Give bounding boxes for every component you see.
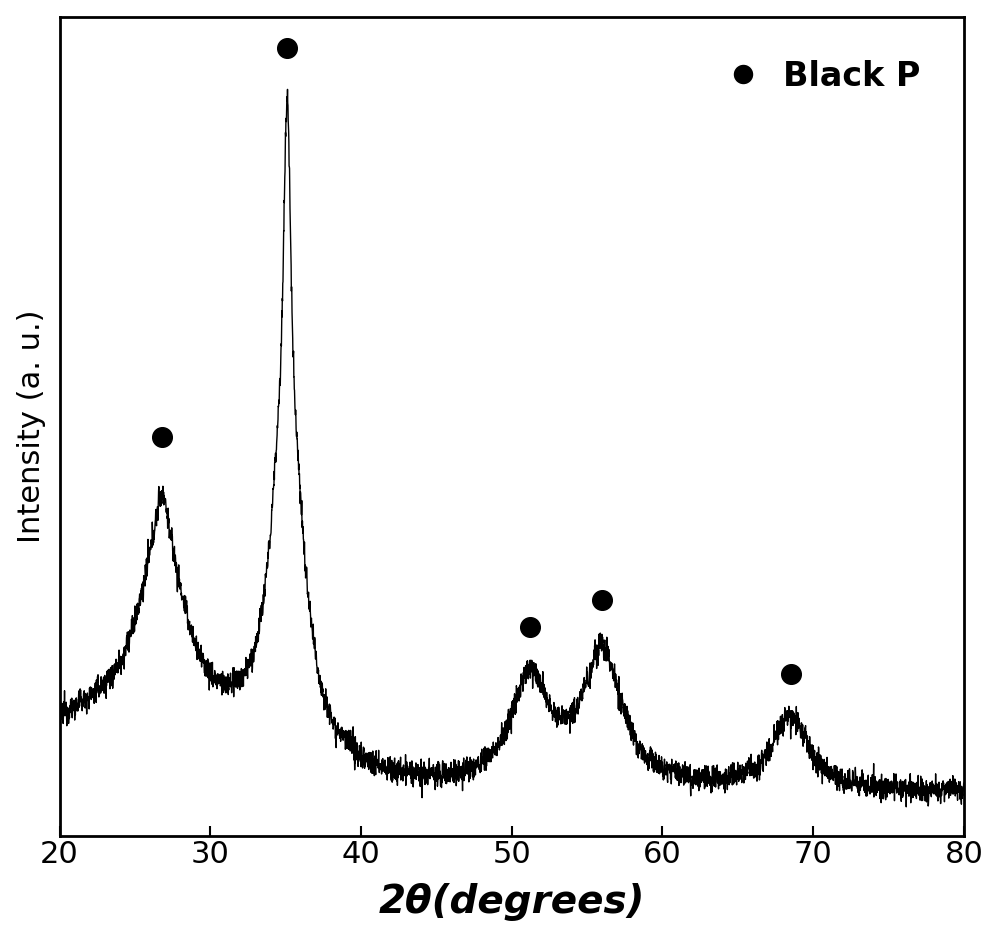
- Point: [522, 620, 538, 635]
- X-axis label: 2θ(degrees): 2θ(degrees): [379, 884, 645, 921]
- Point: [594, 593, 610, 608]
- Point: [154, 430, 170, 445]
- Point: [783, 666, 799, 681]
- Legend: Black P: Black P: [683, 34, 947, 120]
- Point: [279, 41, 295, 56]
- Y-axis label: Intensity (a. u.): Intensity (a. u.): [17, 310, 46, 543]
